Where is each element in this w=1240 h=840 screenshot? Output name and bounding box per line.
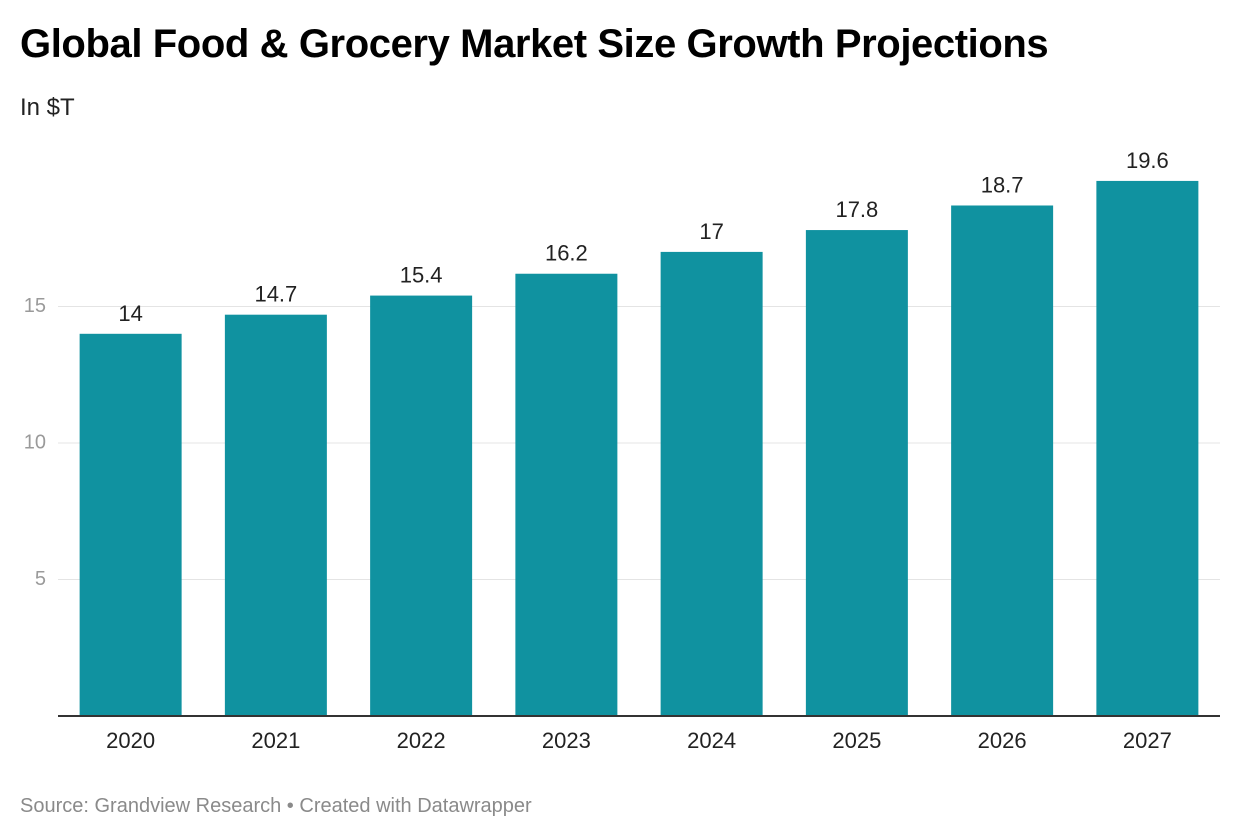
value-label-2027: 19.6 <box>1126 148 1169 173</box>
bar-2025 <box>805 230 908 716</box>
x-tick-label-2026: 2026 <box>978 728 1027 753</box>
x-tick-label-2020: 2020 <box>106 728 155 753</box>
y-tick-label-10: 10 <box>24 431 46 453</box>
value-label-2021: 14.7 <box>254 282 297 307</box>
value-label-2026: 18.7 <box>981 172 1024 197</box>
chart-subtitle: In $T <box>20 94 75 121</box>
bar-2021 <box>224 314 327 716</box>
bar-2023 <box>515 273 618 716</box>
y-tick-label-5: 5 <box>35 568 46 590</box>
x-tick-label-2023: 2023 <box>542 728 591 753</box>
bar-2024 <box>660 251 763 716</box>
chart-footer: Source: Grandview Research • Created wit… <box>20 795 532 818</box>
bar-2020 <box>79 333 182 716</box>
source-note: Source: Grandview Research <box>20 795 282 817</box>
bar-2022 <box>370 295 473 716</box>
chart-title: Global Food & Grocery Market Size Growth… <box>20 22 1049 66</box>
value-label-2025: 17.8 <box>835 197 878 222</box>
value-label-2022: 15.4 <box>400 263 443 288</box>
bar-chart: 5 10 15 14 2020 14.7 2021 15.4 2022 16.2 2023 17 202… <box>24 148 1220 753</box>
credit-note: Created with Datawrapper <box>299 795 532 817</box>
x-tick-label-2022: 2022 <box>397 728 446 753</box>
y-tick-label-15: 15 <box>24 295 46 317</box>
value-label-2024: 17 <box>699 219 723 244</box>
x-tick-label-2024: 2024 <box>687 728 736 753</box>
bar-2026 <box>951 205 1054 717</box>
footer-separator: • <box>286 795 294 817</box>
x-tick-label-2025: 2025 <box>832 728 881 753</box>
value-label-2023: 16.2 <box>545 241 588 266</box>
value-label-2020: 14 <box>118 301 142 326</box>
bar-2027 <box>1096 180 1199 717</box>
x-tick-label-2027: 2027 <box>1123 728 1172 753</box>
x-tick-label-2021: 2021 <box>251 728 300 753</box>
